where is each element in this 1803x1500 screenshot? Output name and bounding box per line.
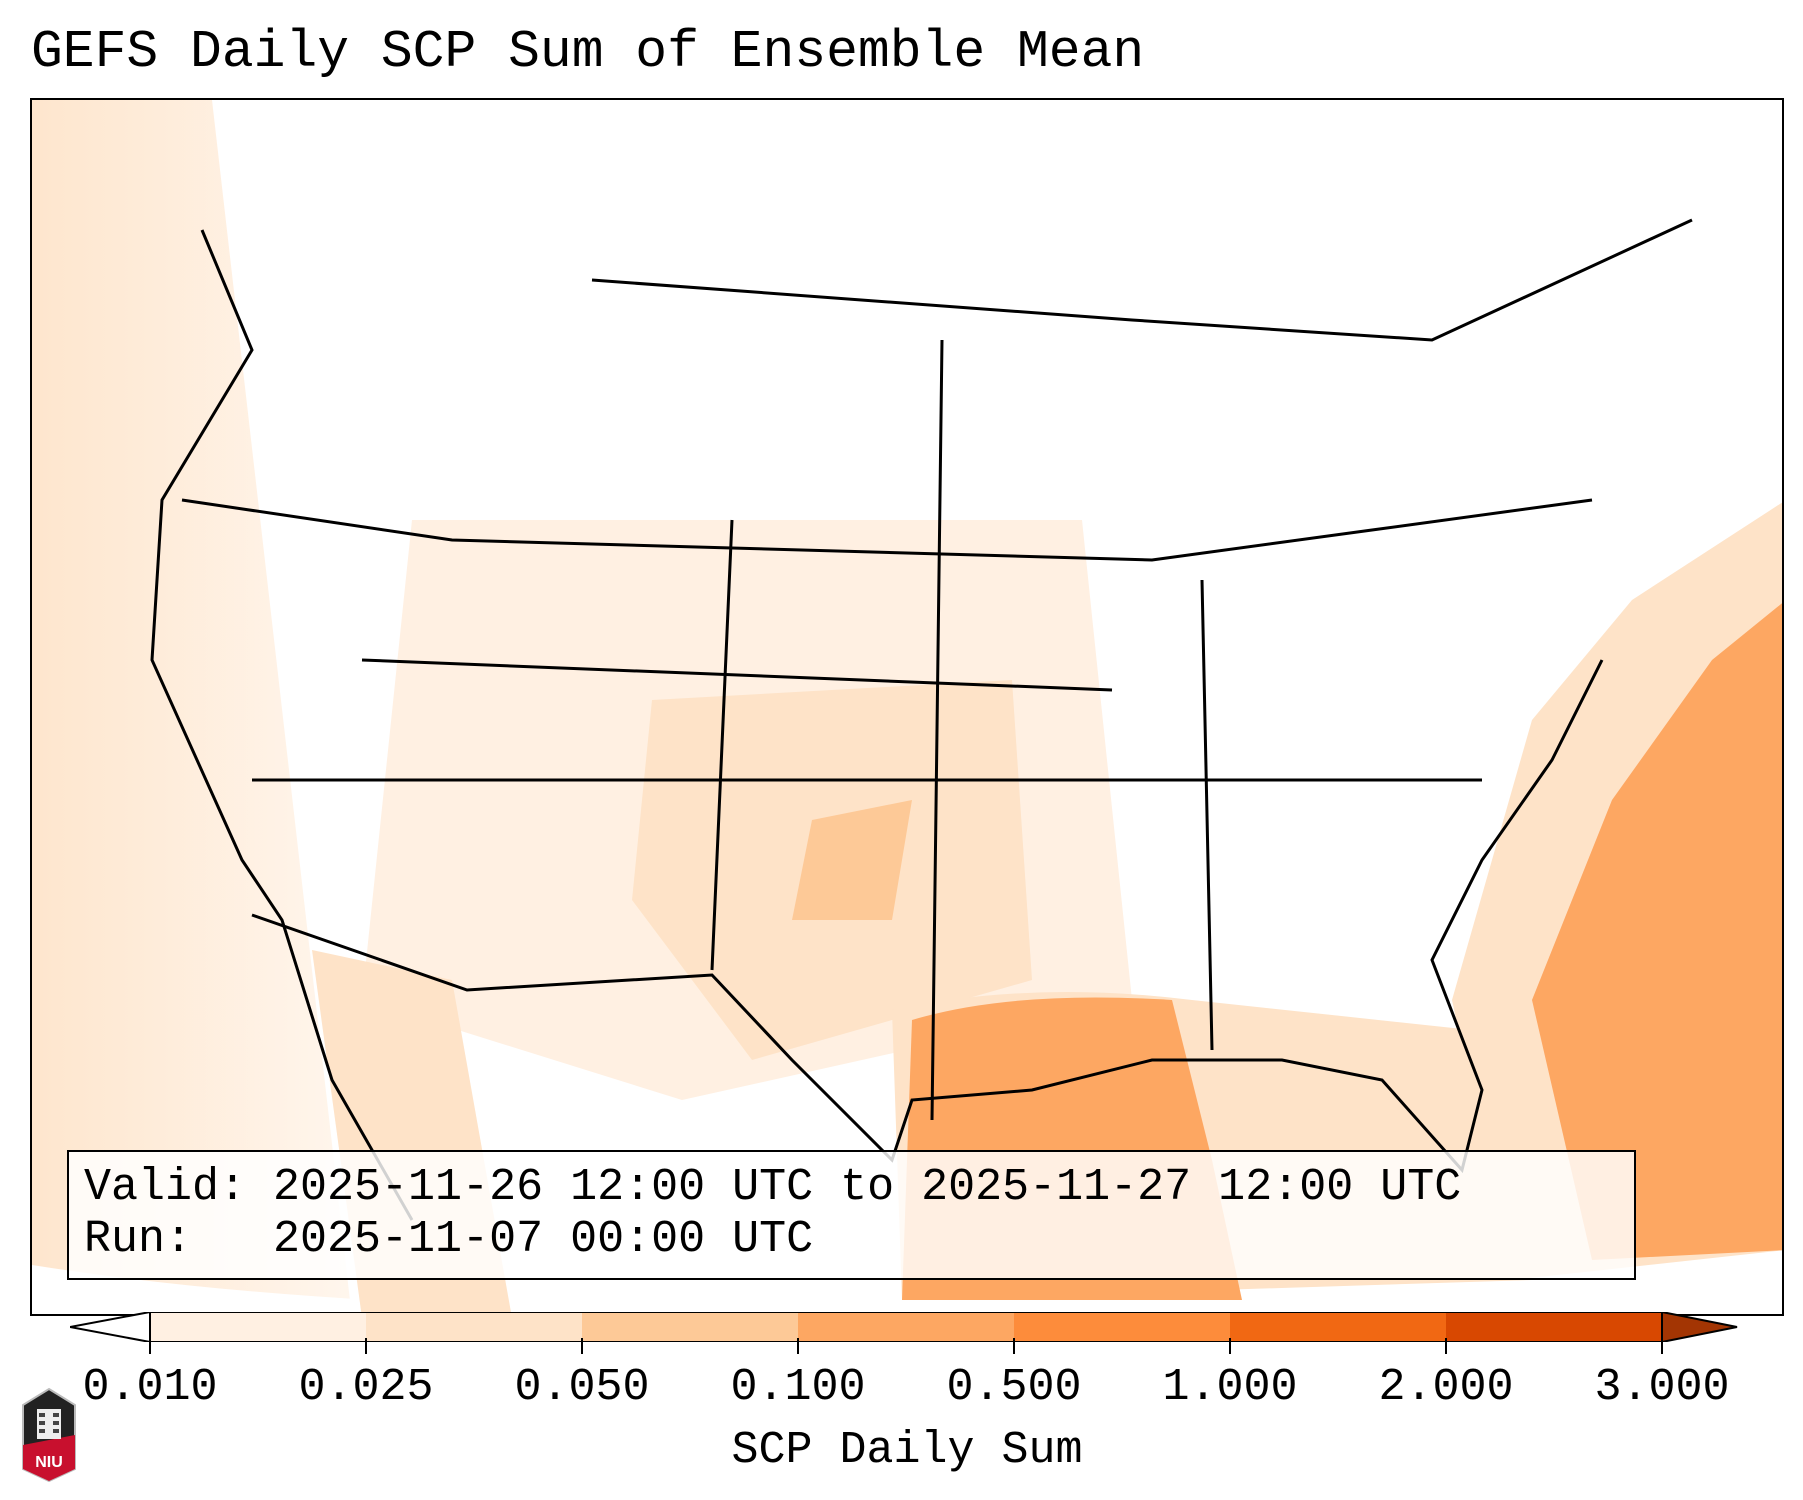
colorbar-tick-label: 0.025 [298, 1362, 434, 1413]
niu-logo: NIU [22, 1387, 76, 1483]
svg-text:NIU: NIU [35, 1454, 63, 1471]
colorbar-bin [582, 1312, 798, 1342]
colorbar-under-arrow [70, 1312, 151, 1342]
run-time-text: Run: 2025-11-07 00:00 UTC [84, 1214, 814, 1265]
map-panel [30, 98, 1784, 1316]
colorbar-tick [1013, 1338, 1015, 1354]
southern-coastline [251, 659, 1604, 1174]
colorbar-tick-label: 3.000 [1594, 1362, 1730, 1413]
oklahoma-shading [792, 800, 912, 920]
colorbar-label: SCP Daily Sum [731, 1425, 1083, 1476]
northern-border-approx [181, 498, 1593, 562]
colorbar-bin [1230, 1312, 1446, 1342]
west-coastline [150, 229, 414, 1221]
state-lines-horizontal [252, 658, 1482, 782]
canada-border [591, 218, 1693, 342]
colorbar-bin [798, 1312, 1014, 1342]
valid-time-text: Valid: 2025-11-26 12:00 UTC to 2025-11-2… [84, 1162, 1462, 1213]
colorbar-over-arrow [1661, 1312, 1738, 1342]
boundaries [150, 218, 1693, 1221]
colorbar-bin [366, 1312, 582, 1342]
colorbar-tick-label: 2.000 [1378, 1362, 1514, 1413]
map-canvas [32, 100, 1782, 1314]
colorbar-tick-label: 1.000 [1162, 1362, 1298, 1413]
valid-run-infobox: Valid: 2025-11-26 12:00 UTC to 2025-11-2… [67, 1150, 1636, 1280]
colorbar-tick [1661, 1338, 1663, 1354]
colorbar-tick-label: 0.100 [730, 1362, 866, 1413]
state-lines [710, 339, 1214, 1121]
colorbar-bin [1014, 1312, 1230, 1342]
atlantic-shading [1532, 603, 1782, 1260]
colorbar [70, 1312, 1738, 1342]
colorbar-bin [150, 1312, 366, 1342]
colorbar-bin [1446, 1312, 1662, 1342]
colorbar-tick-label: 0.050 [514, 1362, 650, 1413]
colorbar-tick [365, 1338, 367, 1354]
colorbar-tick [149, 1338, 151, 1354]
colorbar-tick [797, 1338, 799, 1354]
colorbar-tick [1445, 1338, 1447, 1354]
colorbar-outline [149, 1312, 1663, 1342]
figure-title: GEFS Daily SCP Sum of Ensemble Mean [31, 22, 1145, 82]
colorbar-tick [581, 1338, 583, 1354]
colorbar-tick-label: 0.500 [946, 1362, 1082, 1413]
colorbar-tick [1229, 1338, 1231, 1354]
projection-edge [32, 1250, 1782, 1314]
pacific-shading [32, 100, 352, 1314]
colorbar-tick-label: 0.010 [82, 1362, 218, 1413]
